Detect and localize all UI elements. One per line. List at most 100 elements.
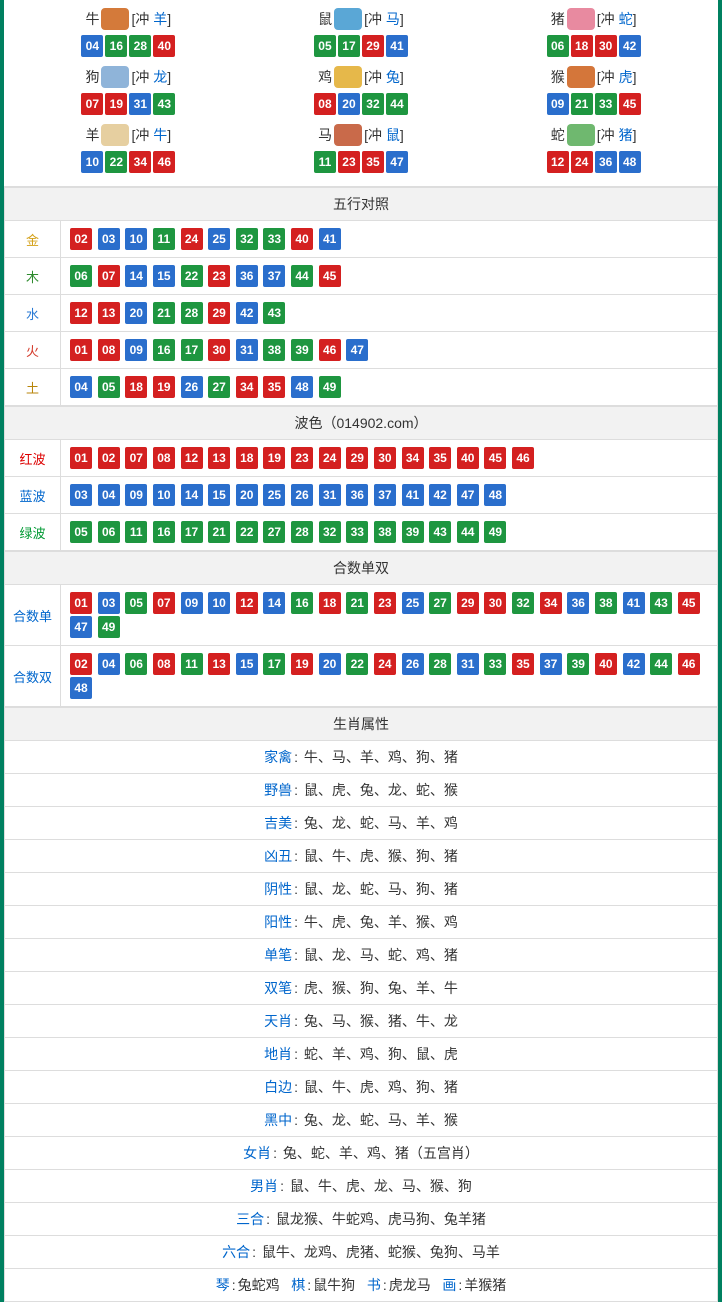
- page-container: 牛[冲 羊]04162840鼠[冲 马]05172941猪[冲 蛇]061830…: [0, 0, 722, 1302]
- attr-cell: 黑中: 兔、龙、蛇、马、羊、猴: [5, 1104, 718, 1137]
- attr-cell: 吉美: 兔、龙、蛇、马、羊、鸡: [5, 807, 718, 840]
- row-label: 木: [5, 258, 61, 295]
- number-ball: 29: [208, 302, 230, 324]
- art-text: 羊猴猪: [464, 1277, 506, 1293]
- number-ball: 19: [263, 447, 285, 469]
- art-text: 兔蛇鸡: [238, 1277, 280, 1293]
- number-ball: 40: [291, 228, 313, 250]
- number-ball: 05: [98, 376, 120, 398]
- zodiac-nums: 10223446: [12, 150, 245, 174]
- table-row: 绿波05 06 11 16 17 21 22 27 28 32 33 38 39…: [5, 514, 718, 551]
- zodiac-icon: [101, 124, 129, 146]
- attr-text: 蛇、羊、鸡、狗、鼠、虎: [304, 1046, 458, 1062]
- number-ball: 26: [291, 484, 313, 506]
- number-ball: 35: [512, 653, 534, 675]
- zodiac-name: 猪: [551, 9, 565, 29]
- zodiac-clash: [冲 虎]: [597, 67, 637, 87]
- attr-row: 野兽: 鼠、虎、兔、龙、蛇、猴: [5, 774, 718, 807]
- attr-row: 女肖: 兔、蛇、羊、鸡、猪（五宫肖）: [5, 1137, 718, 1170]
- zodiac-cell: 牛[冲 羊]04162840: [12, 4, 245, 62]
- number-ball: 07: [153, 592, 175, 614]
- attr-label: 吉美: [264, 815, 292, 831]
- art-label: 琴: [216, 1277, 230, 1293]
- number-ball: 35: [429, 447, 451, 469]
- number-ball: 11: [153, 228, 175, 250]
- attr-cell: 野兽: 鼠、虎、兔、龙、蛇、猴: [5, 774, 718, 807]
- row-nums: 12 13 20 21 28 29 42 43: [61, 295, 718, 332]
- zodiac-clash: [冲 羊]: [131, 9, 171, 29]
- zodiac-cell: 羊[冲 牛]10223446: [12, 120, 245, 178]
- row-nums: 01 03 05 07 09 10 12 14 16 18 21 23 25 2…: [61, 585, 718, 646]
- number-ball: 22: [236, 521, 258, 543]
- four-arts-cell: 琴:兔蛇鸡 棋:鼠牛狗 书:虎龙马 画:羊猴猪: [5, 1269, 718, 1302]
- number-ball: 22: [181, 265, 203, 287]
- number-ball: 43: [263, 302, 285, 324]
- number-ball: 37: [374, 484, 396, 506]
- number-ball: 49: [319, 376, 341, 398]
- number-ball: 27: [263, 521, 285, 543]
- number-ball: 33: [484, 653, 506, 675]
- attr-row: 阳性: 牛、虎、兔、羊、猴、鸡: [5, 906, 718, 939]
- attr-label: 阳性: [264, 914, 292, 930]
- number-ball: 37: [540, 653, 562, 675]
- zodiac-top: 蛇[冲 猪]: [477, 124, 710, 146]
- number-ball: 36: [346, 484, 368, 506]
- number-ball: 11: [314, 151, 336, 173]
- number-ball: 42: [623, 653, 645, 675]
- number-ball: 30: [595, 35, 617, 57]
- number-ball: 14: [263, 592, 285, 614]
- number-ball: 17: [338, 35, 360, 57]
- row-nums: 05 06 11 16 17 21 22 27 28 32 33 38 39 4…: [61, 514, 718, 551]
- number-ball: 10: [125, 228, 147, 250]
- zodiac-top: 牛[冲 羊]: [12, 8, 245, 30]
- zodiac-top: 猴[冲 虎]: [477, 66, 710, 88]
- number-ball: 42: [429, 484, 451, 506]
- number-ball: 38: [263, 339, 285, 361]
- attr-label: 女肖: [243, 1145, 271, 1161]
- attr-label: 凶丑: [264, 848, 292, 864]
- number-ball: 34: [540, 592, 562, 614]
- attr-text: 兔、马、猴、猪、牛、龙: [304, 1013, 458, 1029]
- attr-label: 三合: [236, 1211, 264, 1227]
- number-ball: 25: [208, 228, 230, 250]
- attr-cell: 单笔: 鼠、龙、马、蛇、鸡、猪: [5, 939, 718, 972]
- number-ball: 24: [319, 447, 341, 469]
- number-ball: 36: [595, 151, 617, 173]
- row-label: 金: [5, 221, 61, 258]
- attr-cell: 双笔: 虎、猴、狗、兔、羊、牛: [5, 972, 718, 1005]
- number-ball: 02: [98, 447, 120, 469]
- zodiac-top: 马[冲 鼠]: [245, 124, 478, 146]
- number-ball: 12: [236, 592, 258, 614]
- zodiac-name: 蛇: [551, 125, 565, 145]
- row-label: 水: [5, 295, 61, 332]
- number-ball: 17: [263, 653, 285, 675]
- attr-label: 黑中: [264, 1112, 292, 1128]
- number-ball: 17: [181, 521, 203, 543]
- number-ball: 40: [457, 447, 479, 469]
- number-ball: 45: [484, 447, 506, 469]
- number-ball: 36: [236, 265, 258, 287]
- number-ball: 31: [236, 339, 258, 361]
- number-ball: 43: [650, 592, 672, 614]
- zodiac-top: 鼠[冲 马]: [245, 8, 478, 30]
- number-ball: 41: [402, 484, 424, 506]
- number-ball: 20: [338, 93, 360, 115]
- number-ball: 45: [319, 265, 341, 287]
- number-ball: 34: [236, 376, 258, 398]
- attr-cell: 白边: 鼠、牛、虎、鸡、狗、猪: [5, 1071, 718, 1104]
- number-ball: 10: [208, 592, 230, 614]
- number-ball: 32: [236, 228, 258, 250]
- number-ball: 23: [338, 151, 360, 173]
- number-ball: 47: [70, 616, 92, 638]
- number-ball: 39: [402, 521, 424, 543]
- attr-text: 鼠、牛、虎、猴、狗、猪: [304, 848, 458, 864]
- attr-label: 六合: [222, 1244, 250, 1260]
- attr-cell: 男肖: 鼠、牛、虎、龙、马、猴、狗: [5, 1170, 718, 1203]
- number-ball: 44: [386, 93, 408, 115]
- attr-label: 家禽: [264, 749, 292, 765]
- zodiac-nums: 07193143: [12, 92, 245, 116]
- number-ball: 44: [650, 653, 672, 675]
- number-ball: 08: [153, 653, 175, 675]
- number-ball: 11: [181, 653, 203, 675]
- number-ball: 13: [98, 302, 120, 324]
